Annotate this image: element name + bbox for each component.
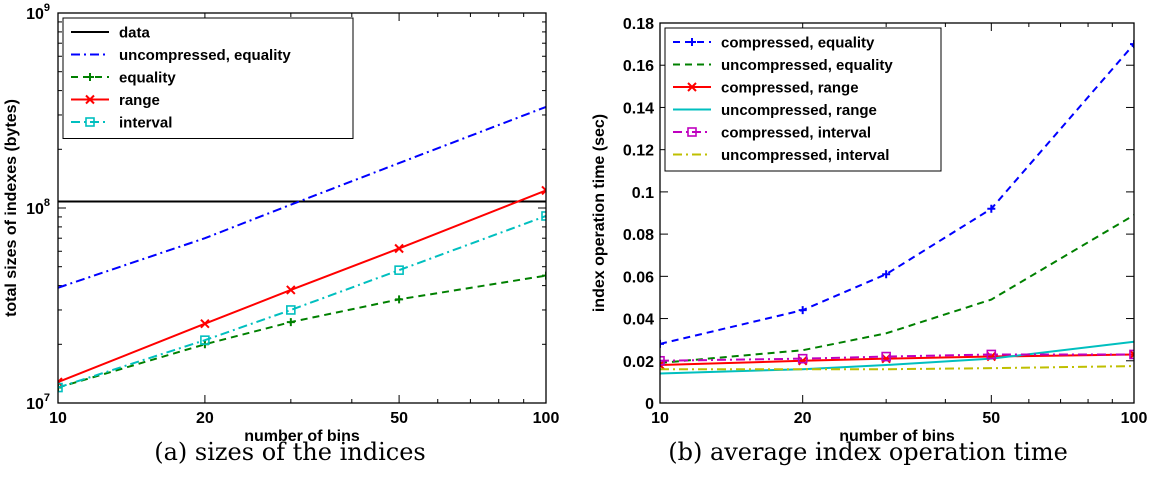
legend-label: range [119,92,160,109]
legend-label: compressed, interval [721,125,871,142]
series-uncompressed-range [660,340,1134,375]
x-tick-label: 100 [533,410,560,427]
data-point [881,351,891,362]
series-compressed-equality [660,40,1134,348]
data-point [660,355,665,366]
data-point [286,305,296,315]
data-point [394,243,404,254]
data-point [797,353,808,364]
x-tick-label: 100 [1121,410,1148,427]
legend-marker [688,38,696,46]
series-line [58,274,546,389]
data-point [286,318,295,327]
data-point [1129,349,1134,360]
y-tick-label: 107 [26,392,50,413]
legend-box [62,17,354,139]
data-point [58,382,63,393]
legend-marker [85,94,95,105]
plot-frame [57,12,547,404]
y-tick-label: 109 [26,2,50,23]
legend-label: uncompressed, equality [721,57,893,74]
data-point [1130,40,1134,49]
y-tick-label: 0.16 [623,58,654,75]
x-tick-label: 10 [49,410,67,427]
data-point [541,211,546,221]
data-point [200,319,210,329]
caption-b: (b) average index operation time [668,438,1068,466]
data-point [541,185,546,196]
series-equality [58,271,546,392]
legend-label: uncompressed, range [721,102,877,119]
series-uncompressed-equality [660,214,1134,364]
series-line [660,365,1134,371]
chart-b: 10 20 50 100 0 0.02 0.04 0.06 0.08 0.1 0.12 0.14 0.1… [591,16,1147,445]
x-tick-label: 20 [794,410,812,427]
legend: compressed, equality uncompressed, equali… [664,27,942,172]
data-point [542,271,546,280]
y-tick-label: 0.12 [623,143,654,160]
y-tick-label: 0.18 [623,16,654,33]
data-point [987,204,996,213]
legend-label: uncompressed, equality [119,47,291,64]
series-line [58,215,546,389]
series-line [660,340,1134,375]
series-line [660,353,1134,362]
y-tick-label: 0.06 [623,269,654,286]
legend-label: compressed, range [721,80,859,97]
series-uncompressed-equality [58,105,546,289]
legend-marker [687,82,697,92]
y-tick-label: 0.14 [623,100,654,117]
series-range [58,185,546,387]
chart-a: 10 20 50 100 107 108 109 number of bins total si… [3,2,559,445]
y-tick-label: 0.04 [623,312,654,329]
data-point [58,377,63,387]
y-axis-label: total sizes of indexes (bytes) [3,99,20,317]
x-tick-label: 50 [982,410,1000,427]
legend-label: compressed, equality [721,35,875,52]
data-point [660,360,665,370]
data-point [1129,349,1134,360]
data-point [882,270,891,279]
legend-label: interval [119,115,172,132]
x-tick-label: 10 [651,410,669,427]
plot-frame [659,22,1135,404]
data-point [660,339,664,348]
data-point [395,295,404,304]
y-tick-label: 108 [26,197,50,218]
legend-marker [85,117,95,127]
x-tick-label: 50 [390,410,408,427]
legend-marker [687,127,697,137]
x-axis-label: number of bins [839,428,955,445]
y-axis-label: index operation time (sec) [591,114,608,312]
data-point [286,285,296,295]
y-tick-label: 0.02 [623,354,654,371]
series-uncompressed-interval [660,365,1134,371]
series-line [660,214,1134,364]
minor-ticks [58,13,546,403]
series-line [660,43,1134,345]
legend-box [664,27,942,172]
data-point [798,306,807,315]
data-point [394,265,404,275]
y-tick-label: 0.1 [632,185,654,202]
legend-label: equality [119,70,176,87]
data-point [986,349,997,360]
x-axis-label: number of bins [244,428,360,445]
y-tick-label: 0.08 [623,227,654,244]
series-interval [58,211,546,393]
legend: data uncompressed, equality equality range i… [62,17,354,139]
data-point [200,335,210,345]
series-compressed-interval [660,349,1134,366]
y-tick-label: 0 [645,396,654,413]
legend-marker [86,73,94,81]
minor-ticks [885,23,1113,403]
x-tick-label: 20 [196,410,214,427]
series-line [58,105,546,289]
legend-label: uncompressed, interval [721,147,889,164]
series-line [58,189,546,384]
caption-a: (a) sizes of the indices [154,438,426,466]
legend-label: data [119,25,151,42]
